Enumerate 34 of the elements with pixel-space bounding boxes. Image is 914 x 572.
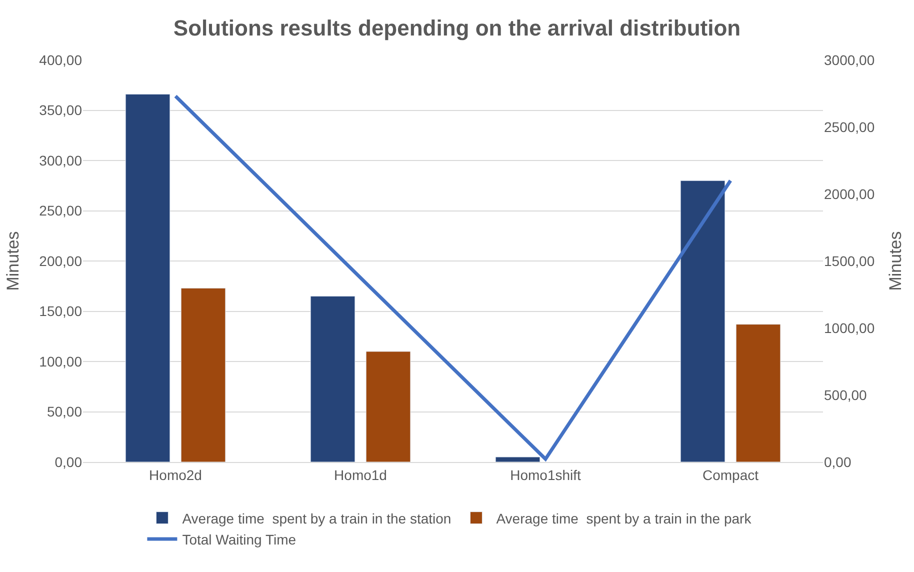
bar	[180, 288, 226, 462]
y2-tick-label: 3000,00	[824, 52, 875, 68]
y-tick-label: 400,00	[39, 52, 82, 68]
y2-tick-label: 2500,00	[824, 118, 875, 135]
y-tick-label: 350,00	[39, 102, 82, 118]
bar	[495, 456, 540, 462]
bar	[125, 94, 170, 462]
legend-label: Total Waiting Time	[182, 531, 296, 548]
x-tick-label: Compact	[702, 466, 759, 483]
y-tick-label: 50,00	[46, 404, 82, 420]
chart-title: Solutions results depending on the arrival distribution	[173, 15, 741, 40]
y-axis-title: Minutes	[4, 231, 23, 291]
y-tick-label: 300,00	[39, 152, 82, 168]
y-tick-label: 200,00	[39, 252, 82, 269]
y-tick-label: 150,00	[39, 303, 82, 320]
y-tick-label: 250,00	[39, 202, 82, 219]
y2-tick-label: 0,00	[824, 454, 852, 470]
y2-tick-label: 1000,00	[824, 320, 875, 336]
x-tick-label: Homo2d	[149, 466, 202, 483]
y-tick-label: 0,00	[54, 454, 82, 470]
line-series	[174, 94, 732, 461]
y2-tick-label: 500,00	[824, 386, 868, 403]
y2-tick-label: 2000,00	[824, 186, 875, 202]
x-tick-label: Homo1d	[334, 466, 387, 483]
y2-tick-label: 1500,00	[824, 252, 875, 269]
bar	[736, 324, 781, 462]
bar	[310, 296, 356, 462]
legend-label: Average time spent by a train in the park	[496, 510, 752, 526]
bar	[366, 351, 411, 462]
y-tick-label: 100,00	[39, 353, 82, 370]
legend-label: Average time spent by a train in the station	[182, 510, 452, 526]
bar	[680, 180, 726, 462]
y2-axis-title: Minutes	[886, 231, 906, 291]
x-tick-label: Homo1shift	[510, 466, 582, 483]
